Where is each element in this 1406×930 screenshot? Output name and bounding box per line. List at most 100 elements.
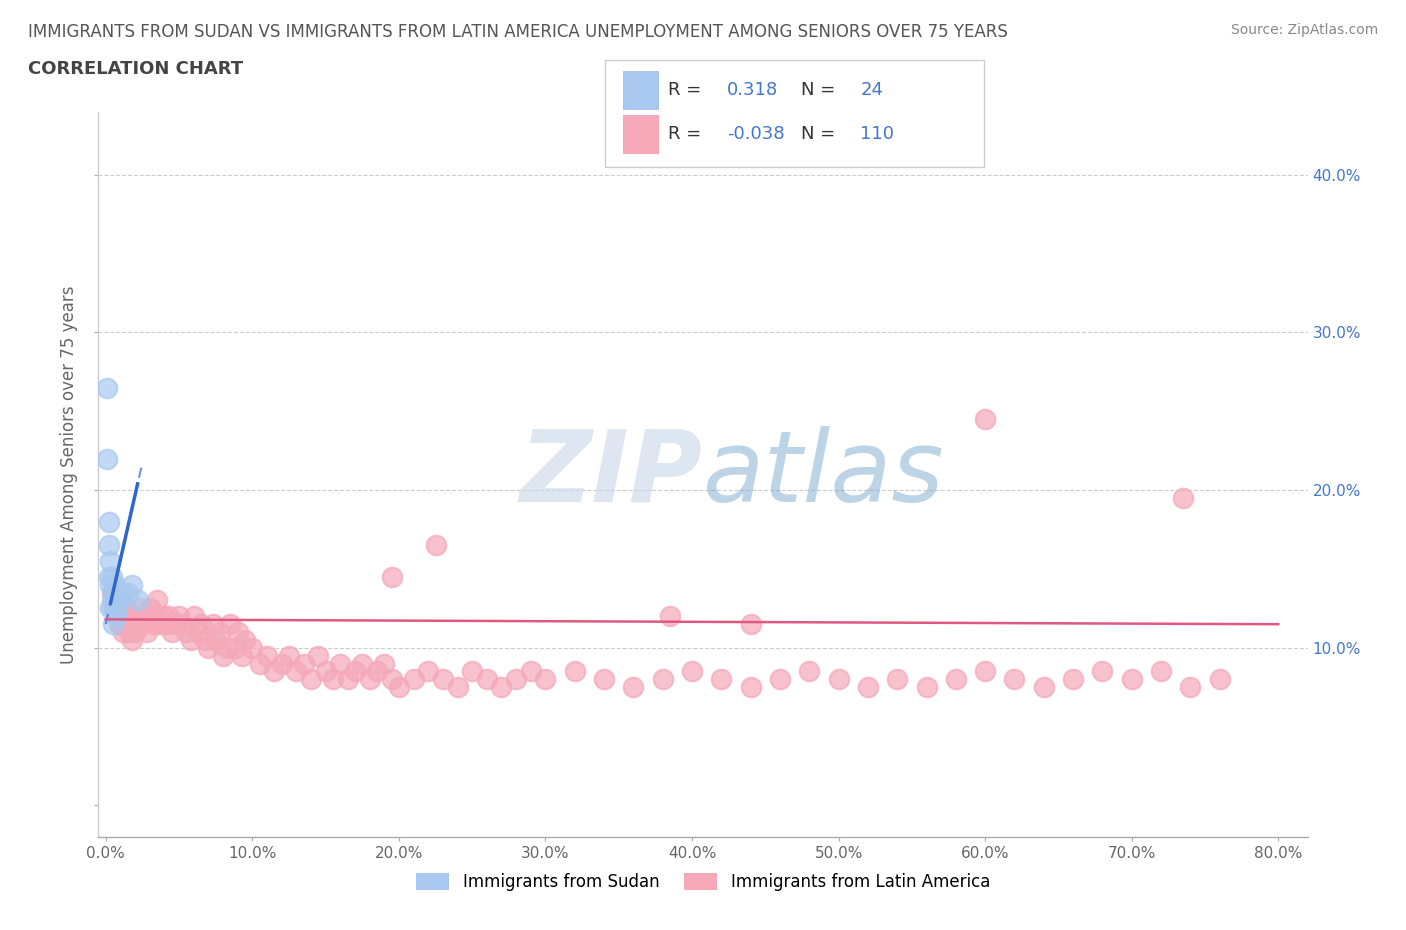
Text: ZIP: ZIP [520,426,703,523]
Point [1091,664,1114,679]
Point [373,656,395,671]
Point [97,569,120,584]
Point [197,641,219,656]
Point [336,671,359,686]
Point [299,671,322,686]
Point [491,680,513,695]
Point [108,593,131,608]
Point [100,569,122,584]
Point [461,664,484,679]
Point [292,656,315,671]
Point [201,617,224,631]
Point [217,641,239,656]
Point [475,671,498,686]
Point [1062,671,1084,686]
Point [97,538,120,552]
Point [827,671,849,686]
Point [103,601,125,616]
Point [945,671,967,686]
Text: -0.038: -0.038 [727,125,785,142]
Point [263,664,285,679]
Point [105,593,128,608]
Point [233,632,256,647]
Point [180,632,202,647]
Point [315,664,337,679]
Point [226,625,249,640]
Point [112,625,135,640]
Point [163,617,186,631]
Point [115,617,138,631]
Point [240,641,263,656]
Text: CORRELATION CHART: CORRELATION CHART [28,60,243,78]
Point [621,680,644,695]
Point [366,664,388,679]
Point [98,601,121,616]
Point [103,578,125,592]
Text: atlas: atlas [703,426,945,523]
Point [307,648,329,663]
Point [432,671,454,686]
Legend: Immigrants from Sudan, Immigrants from Latin America: Immigrants from Sudan, Immigrants from L… [409,866,997,897]
Point [100,593,122,608]
Point [101,601,124,616]
Point [212,648,235,663]
Point [134,609,156,624]
Point [155,617,177,631]
Point [1208,671,1230,686]
Point [107,601,129,616]
Point [418,664,440,679]
Point [285,664,308,679]
Point [564,664,586,679]
Point [146,593,169,608]
Point [120,617,142,631]
Point [98,578,121,592]
Text: N =: N = [801,81,835,99]
Text: R =: R = [668,125,702,142]
Point [118,625,141,640]
Point [105,585,128,600]
Text: IMMIGRANTS FROM SUDAN VS IMMIGRANTS FROM LATIN AMERICA UNEMPLOYMENT AMONG SENIOR: IMMIGRANTS FROM SUDAN VS IMMIGRANTS FROM… [28,23,1008,41]
Point [103,601,125,616]
Point [170,617,193,631]
Point [329,656,352,671]
Point [127,593,149,608]
Point [1004,671,1026,686]
Point [187,625,209,640]
Point [1150,664,1173,679]
Point [856,680,879,695]
Point [915,680,938,695]
Point [129,601,152,616]
Point [593,671,616,686]
Point [446,680,468,695]
Point [101,585,124,600]
Point [343,664,366,679]
Point [249,656,271,671]
Y-axis label: Unemployment Among Seniors over 75 years: Unemployment Among Seniors over 75 years [60,286,79,663]
Point [256,648,278,663]
Point [710,671,733,686]
Point [740,617,762,631]
Point [96,380,118,395]
Point [209,625,232,640]
Point [110,601,132,616]
Point [101,617,124,631]
Text: R =: R = [668,81,702,99]
Point [194,632,217,647]
Point [117,585,139,600]
Text: Source: ZipAtlas.com: Source: ZipAtlas.com [1230,23,1378,37]
Point [110,585,132,600]
Point [117,609,139,624]
Point [114,601,136,616]
Point [359,671,381,686]
Point [799,664,821,679]
Point [1121,671,1143,686]
Point [145,609,167,624]
Point [131,617,153,631]
Point [105,609,128,624]
Point [388,680,411,695]
Point [122,609,145,624]
Point [98,553,121,568]
Point [111,617,134,631]
Point [740,680,762,695]
Point [108,617,131,631]
